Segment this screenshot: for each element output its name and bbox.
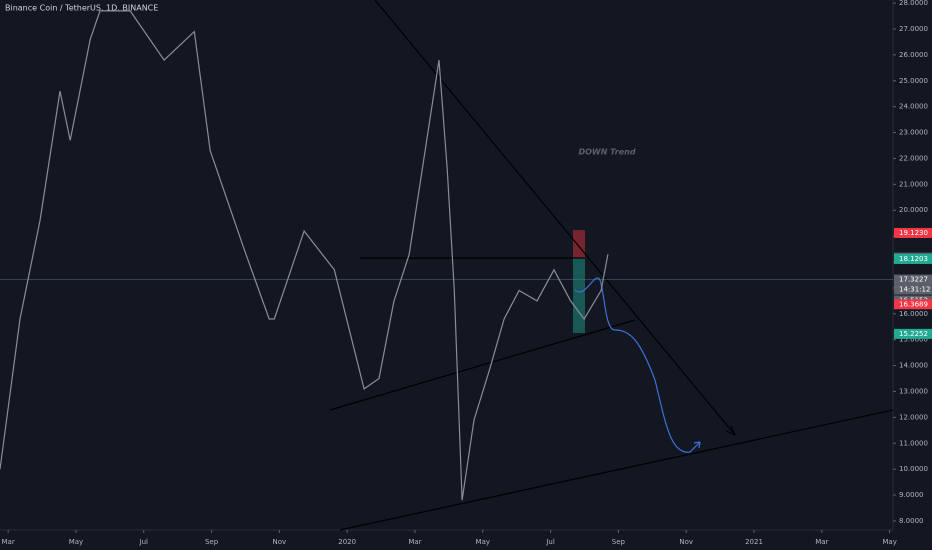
y-tick-label: 21.0000 [899,180,928,188]
price-tag [894,299,932,310]
arrow-head [725,425,736,436]
y-tick-label: 9.0000 [899,491,924,499]
x-tick-label: Sep [612,538,626,546]
y-tick-label: 8.0000 [899,517,924,525]
annotation: DOWN Trend [578,148,635,157]
x-tick-label: Mar [815,538,828,546]
price-tag-label: 15.2252 [899,330,928,338]
trend-line [374,0,736,436]
x-tick-label: Nov [273,538,287,546]
long-support-line [339,409,894,531]
y-tick-label: 22.0000 [899,154,928,162]
price-tag [894,227,932,238]
price-tag-label: 18.1203 [899,255,928,263]
x-tick-label: Jul [139,538,149,546]
y-tick-label: 23.0000 [899,129,928,137]
x-tick-label: May [882,538,896,546]
price-tag [894,253,932,264]
x-tick-label: May [69,538,83,546]
countdown-tag [894,284,932,295]
y-tick-label: 20.0000 [899,206,928,214]
y-tick-label: 13.0000 [899,387,928,395]
y-tick-label: 10.0000 [899,465,928,473]
x-tick-label: 2020 [338,538,356,546]
projection-path [574,277,701,453]
countdown: 14:31:12 [899,286,930,294]
y-tick-label: 12.0000 [899,413,928,421]
y-tick-label: 24.0000 [899,103,928,111]
x-tick-label: Mar [408,538,421,546]
projection-arrow [693,441,701,449]
price-tag-label: 19.1230 [899,229,928,237]
price-tag [894,328,932,339]
y-tick-label: 28.0000 [899,0,928,7]
x-tick-label: May [476,538,490,546]
y-tick-label: 15.0000 [899,336,928,344]
x-tick-label: 2021 [745,538,763,546]
price-tag [894,274,932,285]
y-tick-label: 25.0000 [899,77,928,85]
x-tick-label: Mar [2,538,15,546]
x-tick-label: Jul [545,538,555,546]
x-tick-label: Sep [205,538,219,546]
chart-title: Binance Coin / TetherUS, 1D, BINANCE [5,4,158,13]
price-tag-label: 17.3227 [899,276,928,284]
y-tick-label: 27.0000 [899,25,928,33]
profit-zone [573,258,585,333]
price-tag-label: 16.3689 [899,300,928,308]
y-tick-label: 16.0000 [899,310,928,318]
y-tick-label: 14.0000 [899,362,928,370]
x-tick-label: Nov [679,538,693,546]
loss-zone [573,230,585,258]
price-line [0,10,609,501]
support-line [329,319,636,411]
y-tick-label: 26.0000 [899,51,928,59]
y-tick-label: 11.0000 [899,439,928,447]
